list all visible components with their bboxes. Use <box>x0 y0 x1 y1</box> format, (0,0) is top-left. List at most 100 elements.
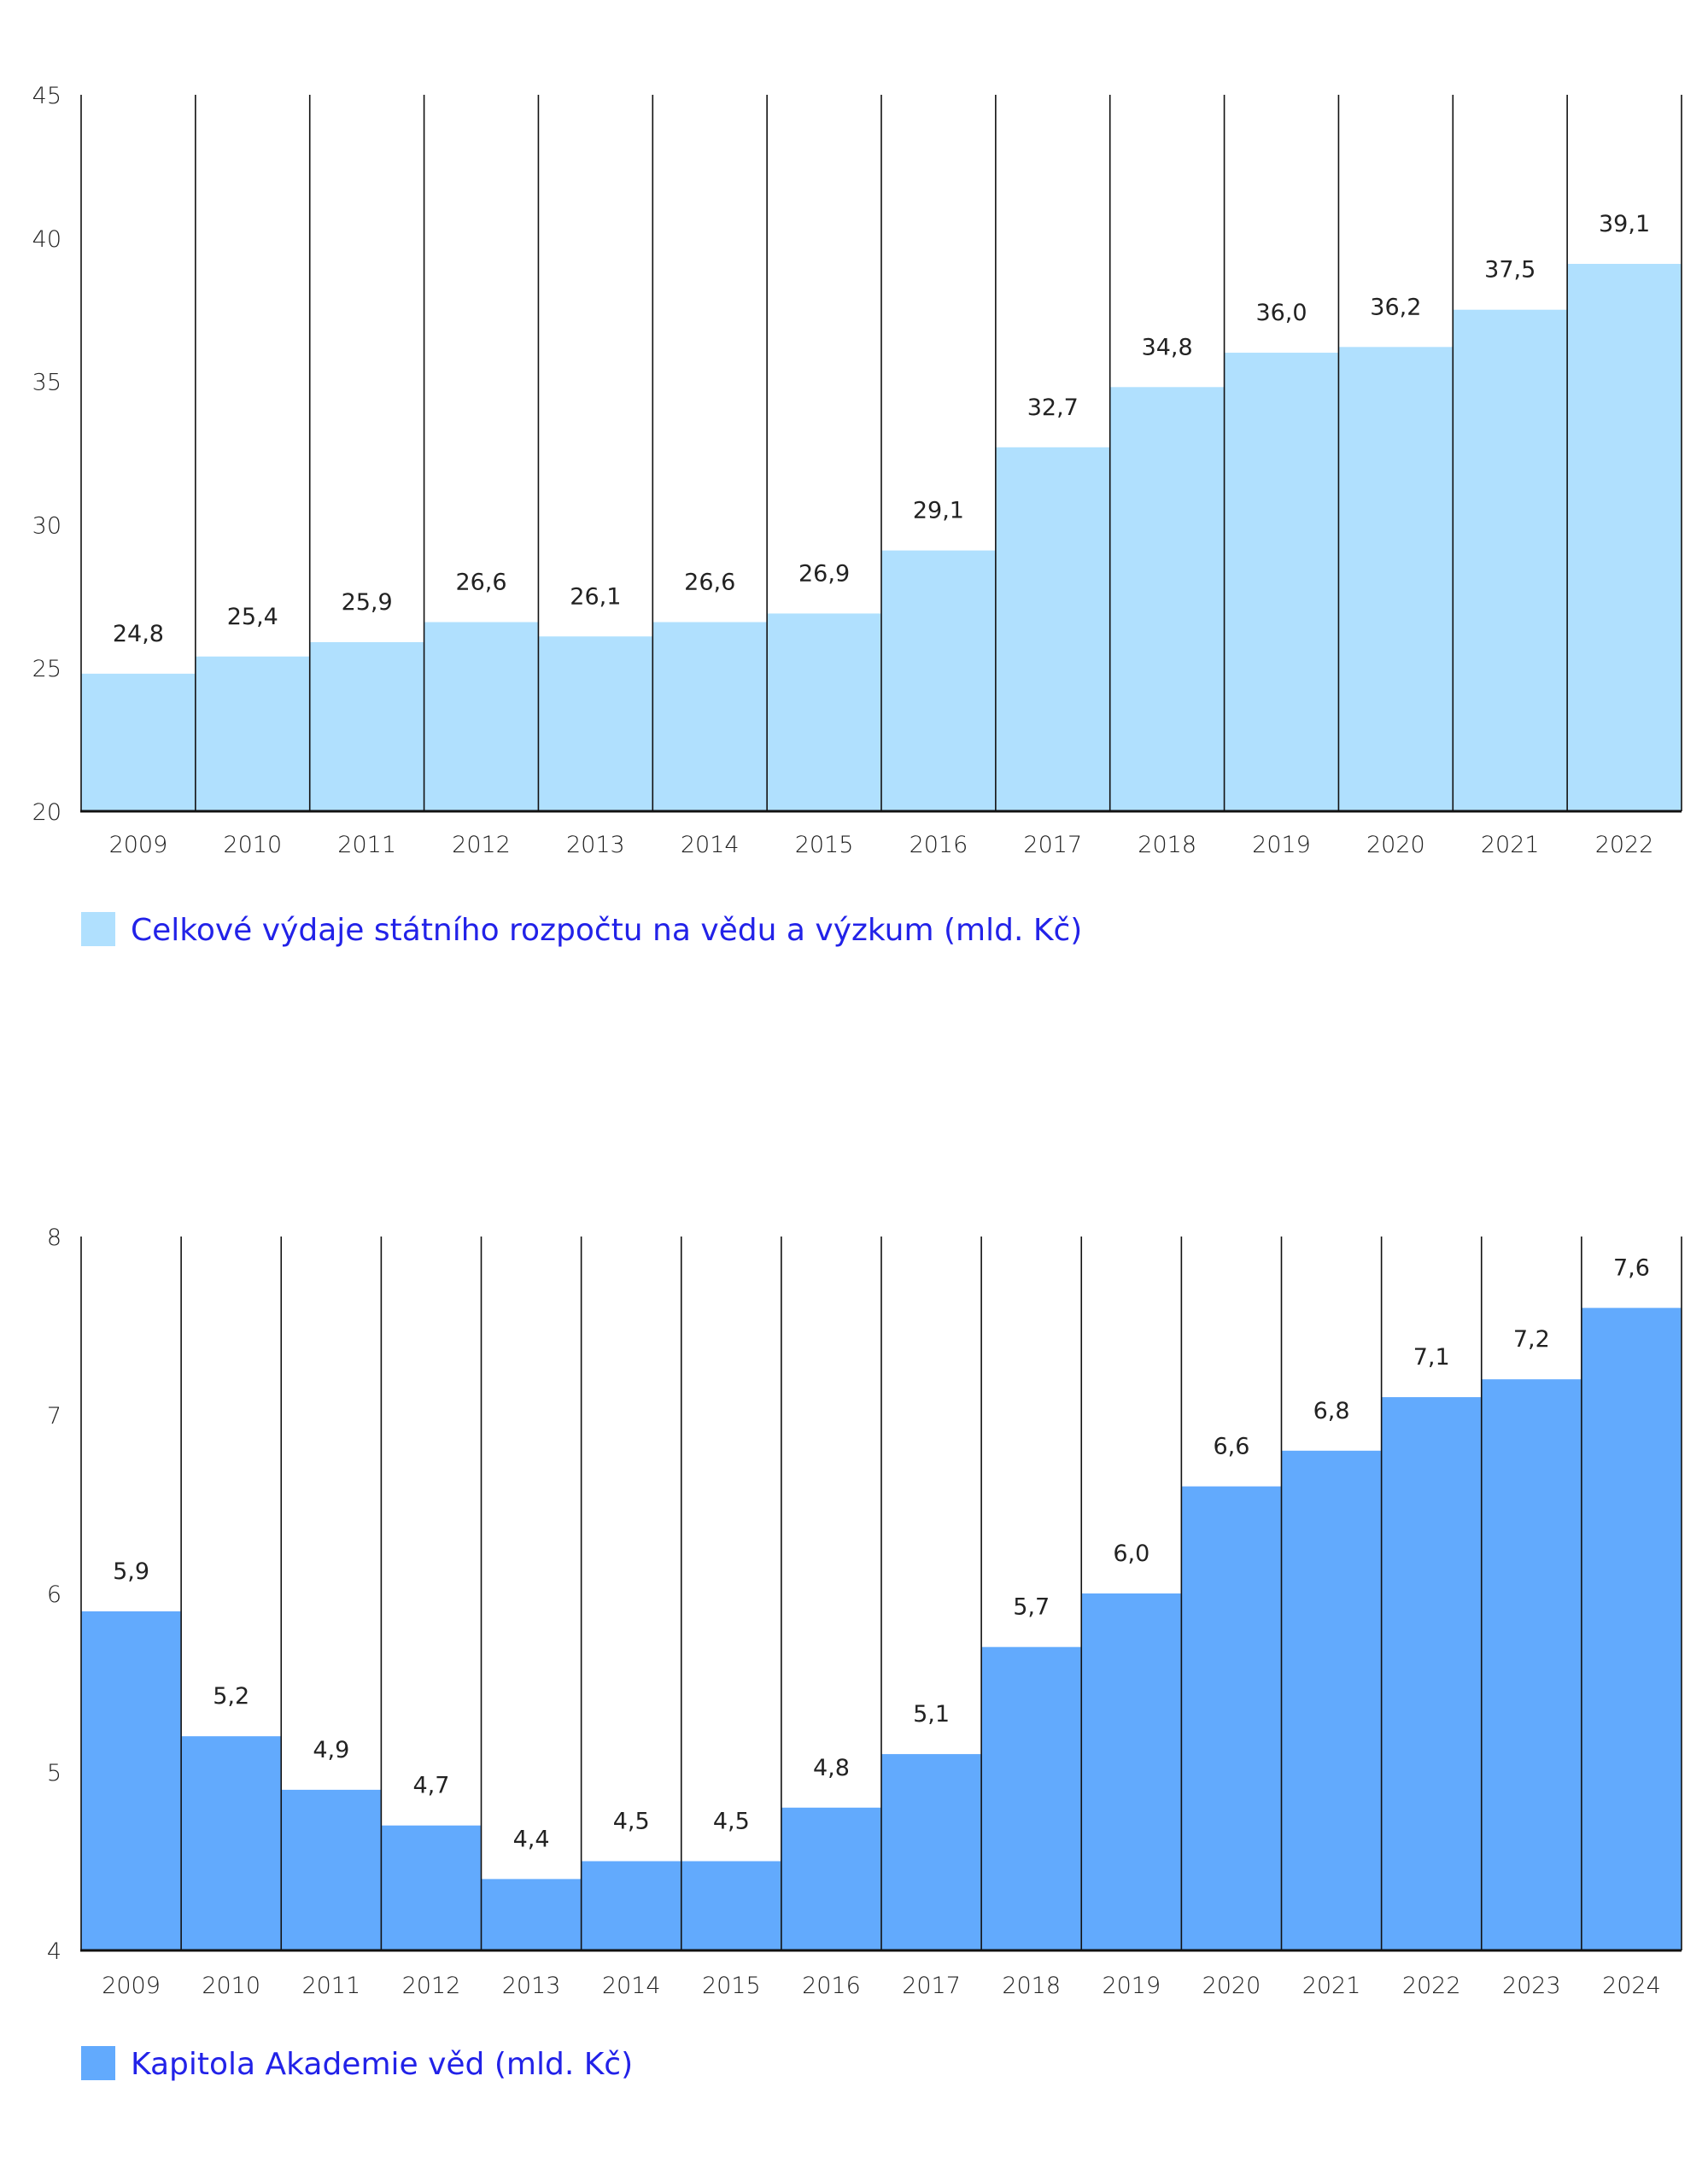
x-tick-label: 2020 <box>1202 1973 1261 1999</box>
x-tick-label: 2014 <box>602 1973 661 1999</box>
y-tick-label: 4 <box>47 1938 61 1965</box>
x-tick-label: 2017 <box>902 1973 961 1999</box>
y-tick-label: 20 <box>32 799 61 826</box>
data-label: 26,6 <box>684 570 735 596</box>
x-tick-label: 2018 <box>1002 1973 1061 1999</box>
data-label: 5,2 <box>213 1683 249 1710</box>
x-tick-label: 2012 <box>452 832 511 858</box>
legend-label: Kapitola Akademie věd (mld. Kč) <box>131 2047 633 2082</box>
x-tick-label: 2022 <box>1402 1973 1461 1999</box>
x-tick-label: 2011 <box>301 1973 360 1999</box>
y-tick-label: 6 <box>47 1582 61 1608</box>
x-tick-label: 2021 <box>1481 832 1540 858</box>
x-tick-label: 2015 <box>795 832 854 858</box>
legend-swatch <box>81 912 115 946</box>
y-tick-label: 35 <box>32 370 61 396</box>
data-label: 36,2 <box>1370 294 1421 320</box>
bar-2012 <box>424 622 539 811</box>
x-tick-label: 2016 <box>802 1973 861 1999</box>
x-tick-label: 2020 <box>1366 832 1425 858</box>
bar-2012 <box>381 1825 482 1950</box>
bar-2017 <box>881 1754 982 1950</box>
x-tick-label: 2011 <box>337 832 396 858</box>
bar-2016 <box>881 550 996 811</box>
x-tick-label: 2010 <box>223 832 282 858</box>
bar-2020 <box>1181 1486 1282 1950</box>
bar-2018 <box>981 1646 1082 1950</box>
data-label: 25,9 <box>342 589 393 616</box>
y-tick-label: 40 <box>32 226 61 253</box>
data-label: 39,1 <box>1599 211 1650 237</box>
data-label: 5,9 <box>113 1558 149 1585</box>
bar-2015 <box>767 613 881 811</box>
bar-2009 <box>81 673 196 811</box>
bar-2009 <box>81 1611 182 1950</box>
data-label: 4,8 <box>813 1755 850 1781</box>
data-label: 26,6 <box>455 570 506 596</box>
data-label: 29,1 <box>913 498 964 524</box>
bar-2017 <box>995 447 1110 811</box>
bar-2024 <box>1581 1307 1682 1950</box>
legend-label: Celkové výdaje státního rozpočtu na vědu… <box>131 913 1082 948</box>
data-label: 25,4 <box>227 604 278 630</box>
data-label: 36,0 <box>1255 300 1307 326</box>
data-label: 5,1 <box>913 1701 950 1728</box>
x-tick-label: 2014 <box>681 832 740 858</box>
bar-2015 <box>681 1861 781 1950</box>
data-label: 4,5 <box>713 1809 750 1835</box>
y-tick-label: 5 <box>47 1760 61 1786</box>
x-tick-label: 2015 <box>702 1973 761 1999</box>
x-tick-label: 2018 <box>1138 832 1196 858</box>
x-tick-label: 2013 <box>566 832 625 858</box>
y-tick-label: 7 <box>47 1403 61 1430</box>
data-label: 26,1 <box>570 583 621 610</box>
data-label: 4,7 <box>412 1773 449 1799</box>
data-label: 26,9 <box>798 560 850 587</box>
bar-2010 <box>181 1736 282 1950</box>
bar-2023 <box>1481 1379 1582 1950</box>
bar-2010 <box>195 656 310 811</box>
bar-2018 <box>1109 387 1225 811</box>
bar-2013 <box>481 1879 582 1950</box>
y-tick-label: 45 <box>32 83 61 109</box>
x-tick-label: 2024 <box>1602 1973 1661 1999</box>
x-tick-label: 2021 <box>1302 1973 1361 1999</box>
bar-2021 <box>1281 1450 1382 1950</box>
x-tick-label: 2016 <box>910 832 968 858</box>
data-label: 7,6 <box>1613 1255 1650 1282</box>
bar-2011 <box>309 641 424 811</box>
x-tick-label: 2019 <box>1102 1973 1161 1999</box>
x-tick-label: 2013 <box>502 1973 561 1999</box>
legend-swatch <box>81 2046 115 2080</box>
bar-2013 <box>538 636 653 811</box>
data-label: 4,4 <box>513 1826 550 1852</box>
x-tick-label: 2017 <box>1023 832 1082 858</box>
data-label: 5,7 <box>1013 1594 1050 1621</box>
x-tick-label: 2022 <box>1595 832 1654 858</box>
y-tick-label: 8 <box>47 1225 61 1251</box>
x-tick-label: 2009 <box>102 1973 161 1999</box>
x-tick-label: 2010 <box>202 1973 260 1999</box>
x-tick-label: 2012 <box>402 1973 461 1999</box>
y-tick-label: 30 <box>32 512 61 539</box>
bar-2021 <box>1453 309 1568 811</box>
bar-2020 <box>1338 347 1454 811</box>
bar-2019 <box>1224 353 1339 811</box>
data-label: 6,8 <box>1313 1398 1350 1424</box>
bar-2022 <box>1567 264 1682 811</box>
bar-2022 <box>1381 1397 1482 1950</box>
data-label: 6,0 <box>1113 1541 1149 1567</box>
data-label: 32,7 <box>1027 395 1079 421</box>
data-label: 34,8 <box>1142 334 1193 360</box>
x-tick-label: 2009 <box>109 832 168 858</box>
data-label: 4,9 <box>313 1737 349 1763</box>
data-label: 4,5 <box>613 1809 650 1835</box>
data-label: 24,8 <box>113 621 164 647</box>
x-tick-label: 2023 <box>1502 1973 1561 1999</box>
bar-2016 <box>781 1807 881 1950</box>
bar-2011 <box>281 1789 382 1950</box>
bar-2014 <box>652 622 768 811</box>
y-tick-label: 25 <box>32 656 61 682</box>
data-label: 6,6 <box>1213 1434 1249 1460</box>
